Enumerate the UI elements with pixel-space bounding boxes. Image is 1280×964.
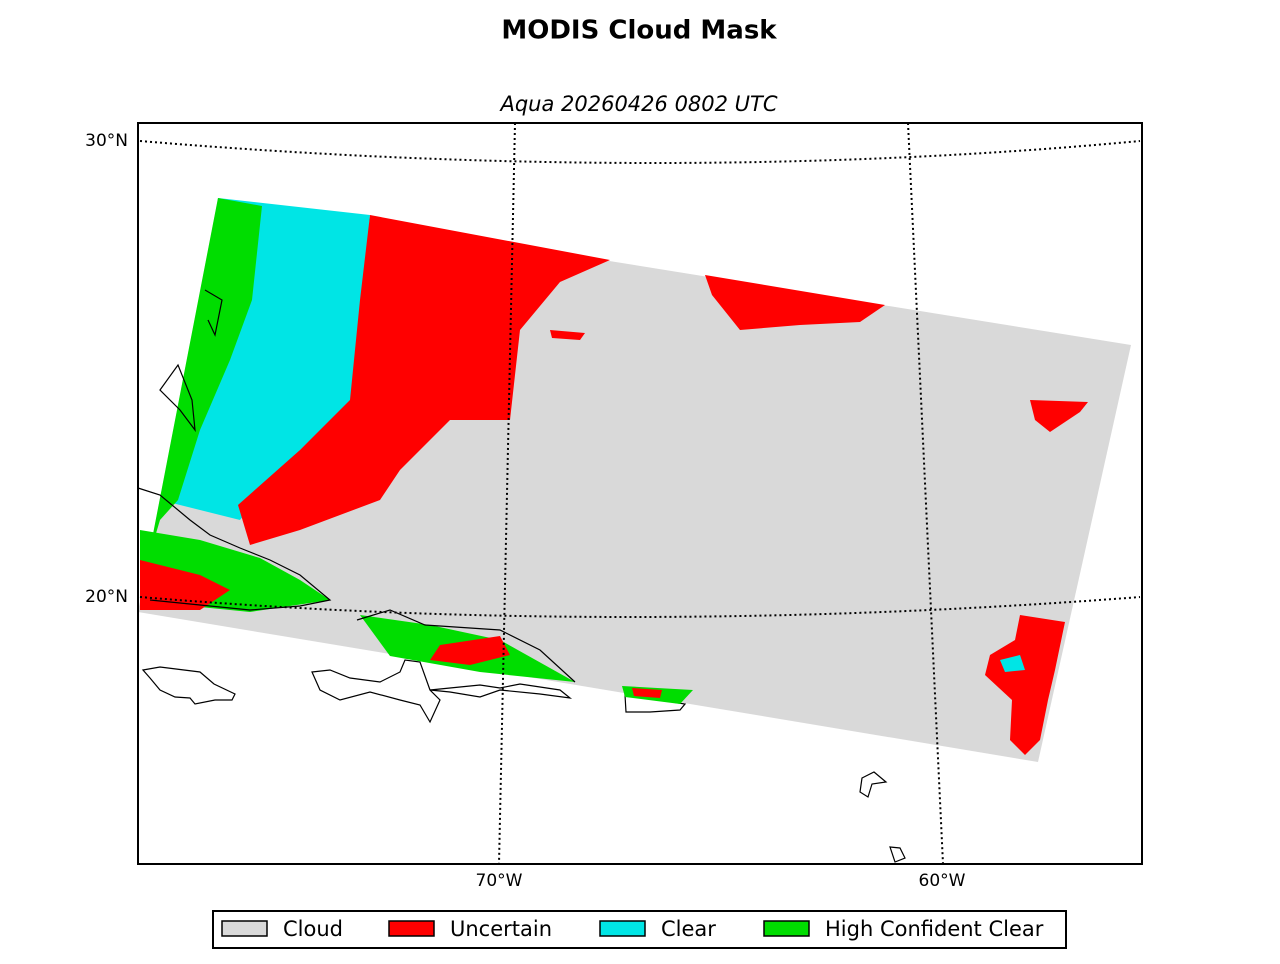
legend-label: Uncertain bbox=[450, 917, 552, 941]
cloud-mask-swath bbox=[138, 198, 1131, 762]
legend-label: High Confident Clear bbox=[825, 917, 1044, 941]
swath-uncertain bbox=[1030, 400, 1088, 432]
legend-swatch bbox=[221, 920, 268, 937]
legend-swatch bbox=[599, 920, 646, 937]
legend-label: Cloud bbox=[283, 917, 343, 941]
swath-uncertain bbox=[550, 330, 585, 340]
meridian-70w bbox=[498, 122, 516, 865]
latitude-label: 30°N bbox=[85, 131, 128, 151]
swath-uncertain bbox=[140, 560, 230, 610]
meridian-60w bbox=[907, 122, 944, 865]
title: MODIS Cloud Mask bbox=[501, 16, 777, 46]
subtitle: Aqua 20260426 0802 UTC bbox=[498, 92, 777, 116]
parallel-30n bbox=[139, 140, 1141, 164]
swath-high-clear bbox=[148, 198, 262, 560]
swath-clear bbox=[1000, 655, 1025, 672]
swath-uncertain bbox=[430, 636, 510, 665]
legend-swatch bbox=[388, 920, 435, 937]
map-frame bbox=[137, 122, 1143, 865]
parallel-20n bbox=[139, 596, 1141, 618]
legend: Cloud Uncertain Clear High Confident Clear bbox=[212, 910, 1067, 949]
legend-label: Clear bbox=[661, 917, 716, 941]
legend-swatch bbox=[763, 920, 810, 937]
longitude-label: 60°W bbox=[919, 871, 966, 891]
swath-uncertain bbox=[985, 615, 1065, 755]
longitude-label: 70°W bbox=[476, 871, 523, 891]
swath-uncertain bbox=[238, 215, 610, 545]
graticule bbox=[139, 122, 1141, 865]
latitude-label: 20°N bbox=[85, 587, 128, 607]
swath-uncertain bbox=[632, 688, 662, 698]
coastlines bbox=[137, 289, 576, 683]
swath-uncertain bbox=[705, 275, 885, 330]
